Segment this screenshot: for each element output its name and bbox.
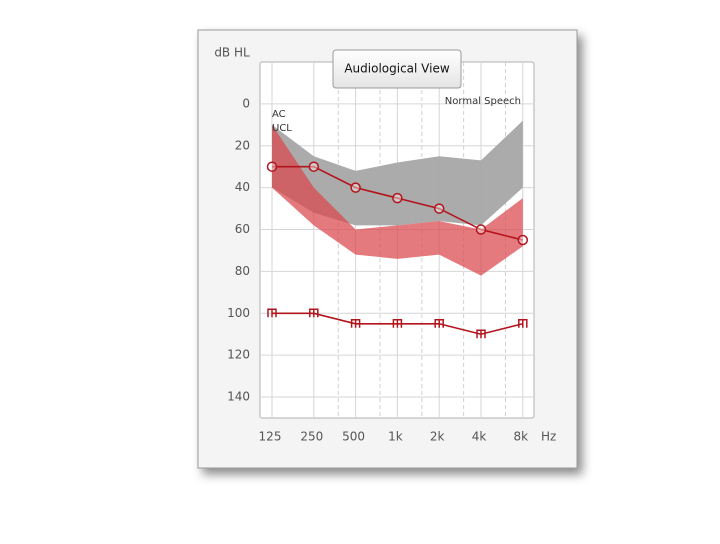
y-tick-label: 0	[242, 96, 250, 110]
x-tick-label: 1k	[388, 430, 403, 444]
x-tick-label: 8k	[514, 430, 529, 444]
marker	[517, 234, 529, 246]
legend-entry: UCL	[272, 123, 292, 134]
y-tick-label: 40	[235, 180, 250, 194]
marker	[518, 319, 528, 328]
y-tick-label: 60	[235, 222, 250, 236]
x-tick-label: 2k	[430, 430, 445, 444]
marker	[476, 329, 486, 339]
view-button-label[interactable]: Audiological View	[344, 62, 449, 76]
view-button[interactable]	[332, 49, 462, 89]
band	[272, 124, 523, 276]
annotation: Normal Speech	[445, 96, 521, 107]
marker	[309, 308, 319, 318]
marker	[266, 161, 278, 172]
y-tick-label: 140	[227, 390, 250, 404]
marker	[350, 319, 361, 328]
y-tick-label: 120	[227, 348, 250, 362]
marker	[392, 319, 403, 328]
x-axis-unit: Hz	[541, 430, 556, 444]
band	[272, 120, 523, 226]
x-tick-label: 250	[300, 430, 323, 444]
legend-entry: AC	[272, 109, 286, 120]
series-line	[272, 165, 523, 241]
marker	[308, 161, 320, 172]
y-axis-label: dB HL	[214, 46, 250, 60]
x-tick-label: 500	[342, 430, 365, 444]
x-tick-label: 125	[259, 430, 282, 444]
marker	[433, 203, 445, 214]
plot	[260, 62, 534, 418]
marker	[267, 308, 277, 318]
marker	[475, 224, 487, 235]
y-tick-label: 100	[227, 306, 250, 320]
marker	[392, 192, 403, 204]
marker	[350, 182, 361, 193]
y-tick-label: 80	[235, 264, 250, 278]
y-tick-label: 20	[235, 138, 250, 152]
x-tick-label: 4k	[472, 430, 487, 444]
marker	[434, 319, 444, 328]
